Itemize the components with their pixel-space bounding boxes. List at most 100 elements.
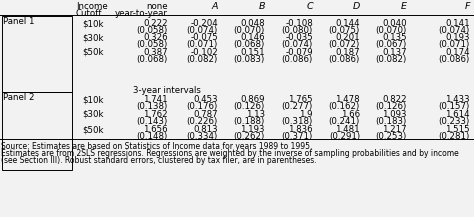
Text: 0.151: 0.151 [240,48,265,57]
Text: 1.217: 1.217 [383,125,407,134]
Text: 1.66: 1.66 [341,110,360,119]
Text: -0.035: -0.035 [285,33,313,42]
Text: Source: Estimates are based on Statistics of Income data for years 1989 to 1995.: Source: Estimates are based on Statistic… [1,142,312,151]
Text: 0.146: 0.146 [240,33,265,42]
Text: (0.067): (0.067) [376,40,407,49]
Text: (0.082): (0.082) [376,55,407,64]
Text: 1.9: 1.9 [300,110,313,119]
Text: (0.176): (0.176) [187,102,218,111]
Text: 1.762: 1.762 [143,110,168,119]
Text: (0.086): (0.086) [282,55,313,64]
Text: 0.187: 0.187 [336,48,360,57]
Text: D: D [353,2,360,11]
Text: 0.048: 0.048 [240,19,265,28]
Text: E: E [401,2,407,11]
Text: C: C [306,2,313,11]
Text: (0.058): (0.058) [137,26,168,35]
Text: Panel 2: Panel 2 [3,93,35,102]
Text: (0.143): (0.143) [137,117,168,126]
Text: 1.656: 1.656 [143,125,168,134]
Text: (0.281): (0.281) [439,132,470,141]
Text: $10k: $10k [82,19,104,28]
Text: (0.334): (0.334) [187,132,218,141]
Text: (0.162): (0.162) [329,102,360,111]
Text: -0.079: -0.079 [285,48,313,57]
Text: 0.387: 0.387 [143,48,168,57]
Text: (0.148): (0.148) [137,132,168,141]
Text: Panel 1: Panel 1 [3,17,35,26]
Text: 0.787: 0.787 [193,110,218,119]
Text: (0.070): (0.070) [376,26,407,35]
Text: $50k: $50k [82,125,104,134]
Text: -0.108: -0.108 [285,19,313,28]
Text: 1.515: 1.515 [446,125,470,134]
Text: 1.193: 1.193 [240,125,265,134]
Text: (0.086): (0.086) [329,55,360,64]
Text: 1.765: 1.765 [288,95,313,104]
Text: (0.241): (0.241) [329,117,360,126]
Text: 1.093: 1.093 [383,110,407,119]
Text: (0.138): (0.138) [137,102,168,111]
Text: 1.836: 1.836 [288,125,313,134]
Text: 1.433: 1.433 [446,95,470,104]
Text: 3-year intervals: 3-year intervals [133,86,201,95]
Text: (0.070): (0.070) [234,26,265,35]
Text: year-to-year: year-to-year [115,9,168,18]
Text: $10k: $10k [82,95,104,104]
Text: 0.193: 0.193 [446,33,470,42]
Text: A: A [211,2,218,11]
Text: 0.201: 0.201 [336,33,360,42]
Text: (0.083): (0.083) [234,55,265,64]
Text: Cutoff: Cutoff [76,9,102,18]
Text: (0.075): (0.075) [329,26,360,35]
Text: (0.157): (0.157) [439,102,470,111]
Text: (0.183): (0.183) [376,117,407,126]
Text: 0.869: 0.869 [240,95,265,104]
Text: (0.080): (0.080) [282,26,313,35]
Text: 0.222: 0.222 [143,19,168,28]
Text: $50k: $50k [82,48,104,57]
Text: (0.074): (0.074) [282,40,313,49]
Text: (0.188): (0.188) [234,117,265,126]
Text: (0.082): (0.082) [187,55,218,64]
Text: (0.071): (0.071) [187,40,218,49]
Text: (see Section III). Robust standard errors, clustered by tax filer, are in parent: (see Section III). Robust standard error… [1,156,317,165]
Text: (0.253): (0.253) [376,132,407,141]
Text: 1.481: 1.481 [336,125,360,134]
Text: -0.102: -0.102 [190,48,218,57]
Text: (0.233): (0.233) [439,117,470,126]
Text: Estimates are from 2SLS regressions. Regressions are weighted by the inverse of : Estimates are from 2SLS regressions. Reg… [1,149,459,158]
Text: (0.068): (0.068) [234,40,265,49]
Text: (0.318): (0.318) [282,117,313,126]
Text: $30k: $30k [82,33,104,42]
Text: (0.126): (0.126) [376,102,407,111]
Text: Income: Income [76,2,108,11]
Text: 1.614: 1.614 [446,110,470,119]
Text: $30k: $30k [82,110,104,119]
Text: 0.141: 0.141 [446,19,470,28]
Text: 0.822: 0.822 [383,95,407,104]
Text: (0.068): (0.068) [137,55,168,64]
Bar [2,92,72,170]
Bar [2,16,72,92]
Text: (0.262): (0.262) [234,132,265,141]
Text: (0.072): (0.072) [329,40,360,49]
Text: (0.086): (0.086) [439,55,470,64]
Text: (0.071): (0.071) [439,40,470,49]
Text: -0.204: -0.204 [190,19,218,28]
Text: 0.174: 0.174 [446,48,470,57]
Text: (0.371): (0.371) [282,132,313,141]
Text: 0.453: 0.453 [193,95,218,104]
Text: 0.144: 0.144 [336,19,360,28]
Text: (0.226): (0.226) [187,117,218,126]
Text: (0.074): (0.074) [187,26,218,35]
Text: (0.126): (0.126) [234,102,265,111]
Text: 0.813: 0.813 [193,125,218,134]
Text: none: none [146,2,168,11]
Text: 1.13: 1.13 [246,110,265,119]
Text: (0.291): (0.291) [329,132,360,141]
Text: 0.137: 0.137 [383,48,407,57]
Text: 0.135: 0.135 [383,33,407,42]
Text: (0.074): (0.074) [439,26,470,35]
Text: F: F [465,2,470,11]
